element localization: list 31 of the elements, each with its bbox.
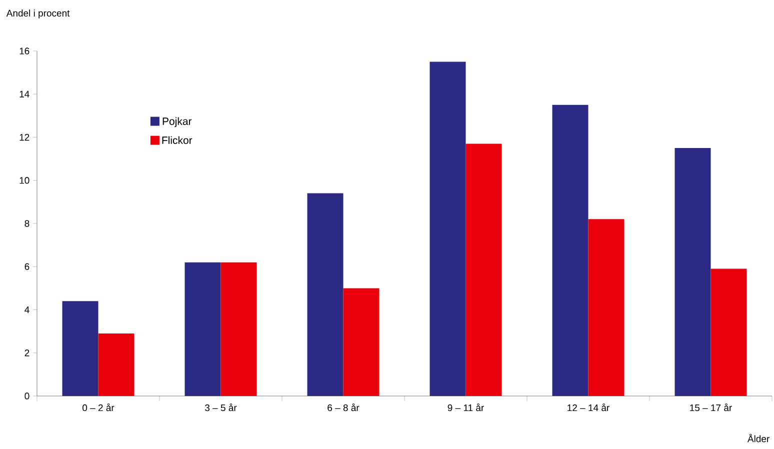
x-tick-label: 12 – 14 år xyxy=(568,403,610,412)
y-tick-label: 16 xyxy=(20,48,30,54)
x-tick-label: 6 – 8 år xyxy=(328,403,360,412)
legend-label: Pojkar xyxy=(162,117,192,128)
y-tick-label: 14 xyxy=(20,90,30,98)
y-tick-label: 4 xyxy=(24,306,30,314)
x-tick-label: 9 – 11 år xyxy=(448,403,484,412)
y-axis-title: Andel i procent xyxy=(6,10,70,18)
x-tick-label: 0 – 2 år xyxy=(82,403,114,412)
bar xyxy=(343,288,380,396)
bar xyxy=(307,193,344,396)
bar xyxy=(98,333,134,396)
x-tick-label: 15 – 17 år xyxy=(690,403,732,412)
y-tick-label: 12 xyxy=(20,134,30,141)
bar xyxy=(220,262,257,396)
bar xyxy=(430,62,466,396)
x-tick-label: 3 – 5 år xyxy=(205,403,237,412)
legend-label: Flickor xyxy=(162,136,192,144)
bar xyxy=(184,262,221,396)
bar xyxy=(552,104,588,396)
bar xyxy=(466,144,502,396)
y-tick-label: 6 xyxy=(24,263,30,270)
x-axis-title: Ålder xyxy=(747,434,770,442)
y-tick-label: 8 xyxy=(24,220,30,227)
y-tick-label: 2 xyxy=(24,350,30,356)
y-tick-label: 0 xyxy=(24,392,30,400)
bar xyxy=(588,219,624,396)
bar xyxy=(62,301,98,396)
bar xyxy=(674,148,711,396)
bar xyxy=(710,268,747,396)
y-tick-label: 10 xyxy=(20,177,30,184)
